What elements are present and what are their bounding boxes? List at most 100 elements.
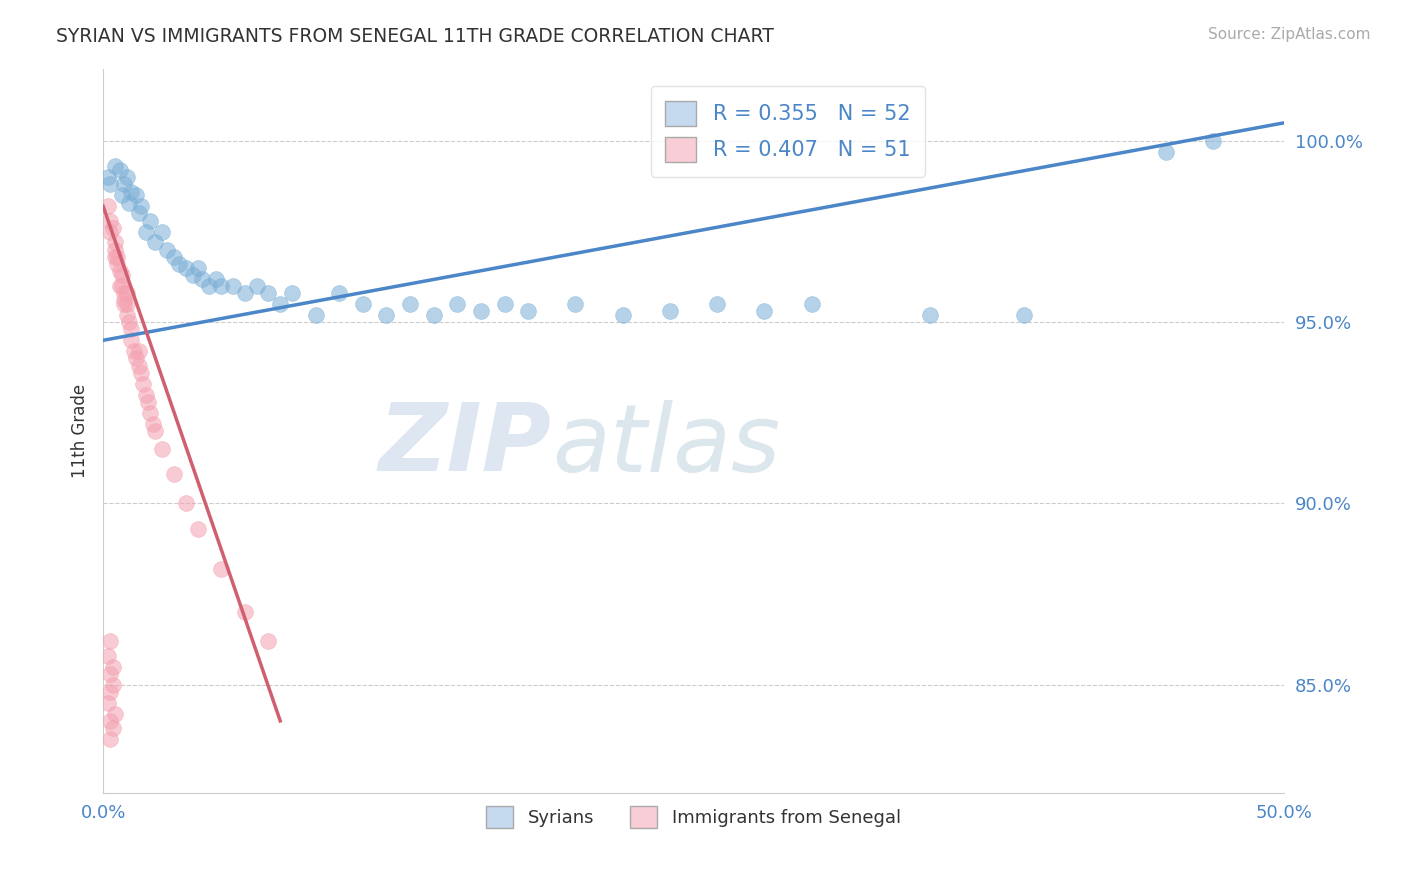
Point <box>143 235 166 250</box>
Legend: Syrians, Immigrants from Senegal: Syrians, Immigrants from Senegal <box>479 798 908 835</box>
Point <box>174 496 197 510</box>
Point <box>328 286 350 301</box>
Point <box>101 221 124 235</box>
Point <box>163 250 186 264</box>
Point <box>104 235 127 250</box>
Point <box>187 522 209 536</box>
Point <box>139 406 162 420</box>
Point <box>98 685 121 699</box>
Point <box>135 225 157 239</box>
Point <box>98 731 121 746</box>
Point <box>612 308 634 322</box>
Point <box>98 213 121 227</box>
Point <box>156 243 179 257</box>
Point <box>111 279 134 293</box>
Point <box>135 387 157 401</box>
Point <box>269 297 291 311</box>
Point <box>167 257 190 271</box>
Point <box>125 188 148 202</box>
Point <box>132 376 155 391</box>
Point <box>128 344 150 359</box>
Point <box>108 279 131 293</box>
Point <box>1154 145 1177 159</box>
Point <box>112 293 135 308</box>
Point <box>118 315 141 329</box>
Point <box>115 308 138 322</box>
Point <box>101 721 124 735</box>
Point <box>222 279 245 293</box>
Text: atlas: atlas <box>551 400 780 491</box>
Point <box>104 160 127 174</box>
Text: SYRIAN VS IMMIGRANTS FROM SENEGAL 11TH GRADE CORRELATION CHART: SYRIAN VS IMMIGRANTS FROM SENEGAL 11TH G… <box>56 27 775 45</box>
Point <box>375 308 398 322</box>
Point <box>105 250 128 264</box>
Point <box>108 163 131 178</box>
Point <box>918 308 941 322</box>
Point <box>233 286 256 301</box>
Point <box>101 659 124 673</box>
Point <box>121 334 143 348</box>
Point <box>98 714 121 728</box>
Point <box>125 351 148 366</box>
Point <box>209 562 232 576</box>
Point <box>800 297 823 311</box>
Point <box>198 279 221 293</box>
Point <box>98 666 121 681</box>
Point <box>105 257 128 271</box>
Point <box>122 344 145 359</box>
Point <box>121 185 143 199</box>
Point <box>97 696 120 710</box>
Point <box>97 170 120 185</box>
Point <box>111 268 134 282</box>
Text: Source: ZipAtlas.com: Source: ZipAtlas.com <box>1208 27 1371 42</box>
Point <box>422 308 444 322</box>
Point <box>754 304 776 318</box>
Point <box>150 225 173 239</box>
Point <box>97 199 120 213</box>
Point <box>98 178 121 192</box>
Point <box>128 359 150 373</box>
Point <box>209 279 232 293</box>
Point <box>517 304 540 318</box>
Point <box>233 605 256 619</box>
Point <box>143 424 166 438</box>
Point <box>446 297 468 311</box>
Point <box>118 195 141 210</box>
Point <box>150 442 173 456</box>
Point <box>104 706 127 721</box>
Point <box>470 304 492 318</box>
Point <box>111 188 134 202</box>
Point <box>1202 134 1225 148</box>
Point <box>257 286 280 301</box>
Point <box>205 271 228 285</box>
Text: ZIP: ZIP <box>378 400 551 491</box>
Point <box>564 297 586 311</box>
Point <box>187 260 209 275</box>
Point <box>104 250 127 264</box>
Point <box>98 225 121 239</box>
Point <box>108 264 131 278</box>
Point <box>129 366 152 380</box>
Point <box>112 178 135 192</box>
Point <box>706 297 728 311</box>
Point <box>104 243 127 257</box>
Point <box>174 260 197 275</box>
Point <box>136 395 159 409</box>
Point <box>115 297 138 311</box>
Point <box>139 213 162 227</box>
Point <box>352 297 374 311</box>
Point <box>115 286 138 301</box>
Point <box>304 308 326 322</box>
Point <box>97 648 120 663</box>
Point <box>98 634 121 648</box>
Point <box>494 297 516 311</box>
Point <box>399 297 422 311</box>
Point <box>115 170 138 185</box>
Point <box>129 199 152 213</box>
Point <box>658 304 681 318</box>
Point <box>181 268 204 282</box>
Point <box>121 322 143 336</box>
Point <box>1012 308 1035 322</box>
Y-axis label: 11th Grade: 11th Grade <box>72 384 89 478</box>
Point <box>112 286 135 301</box>
